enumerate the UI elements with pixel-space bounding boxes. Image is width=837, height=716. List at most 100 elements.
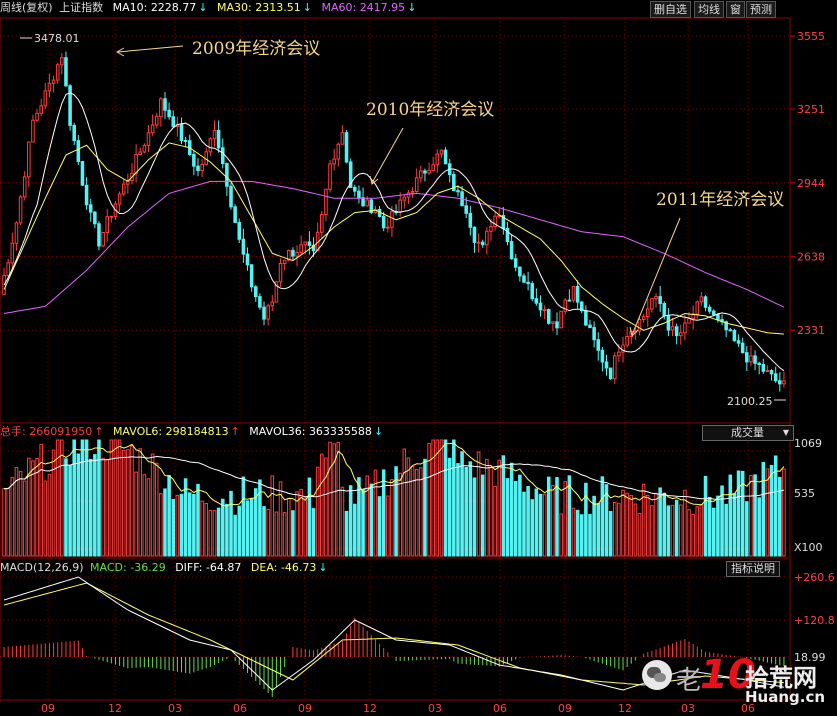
candle-body bbox=[489, 225, 493, 232]
volume-bar bbox=[220, 498, 225, 557]
volume-bar bbox=[617, 503, 621, 557]
volume-bar bbox=[43, 480, 48, 557]
volume-bar bbox=[476, 451, 481, 557]
volume-bar bbox=[365, 475, 369, 557]
candle-body bbox=[513, 258, 518, 268]
candle-body bbox=[270, 301, 275, 307]
candle-body bbox=[229, 185, 233, 208]
volume-bar bbox=[435, 439, 440, 557]
macd-reading: MACD: -36.29 bbox=[90, 561, 166, 574]
volume-bar bbox=[592, 495, 596, 557]
candle-body bbox=[192, 153, 196, 167]
volume-bar bbox=[117, 439, 122, 557]
volume-bar bbox=[567, 475, 572, 557]
candle-body bbox=[64, 57, 68, 87]
macd-tick-label: 18.99 bbox=[794, 651, 826, 664]
volume-bar bbox=[14, 467, 19, 557]
ma-settings-button[interactable]: 均线 bbox=[694, 1, 724, 18]
volume-bar bbox=[76, 453, 81, 557]
candle-body bbox=[757, 362, 761, 366]
volume-bar bbox=[175, 494, 180, 557]
candle-body bbox=[707, 306, 712, 312]
volume-bar bbox=[670, 504, 675, 557]
candle-body bbox=[39, 105, 43, 114]
candle-body bbox=[105, 216, 110, 233]
volume-bar bbox=[216, 507, 221, 557]
volume-bar bbox=[678, 504, 683, 557]
forecast-button[interactable]: 预测 bbox=[746, 1, 776, 18]
candle-body bbox=[220, 147, 225, 165]
wechat-icon bbox=[642, 660, 672, 690]
candle-body bbox=[138, 151, 143, 156]
candle-body bbox=[146, 132, 151, 147]
watermark-brand: 拾荒网 bbox=[745, 664, 817, 692]
volume-bar bbox=[113, 439, 118, 557]
volume-bar bbox=[773, 455, 778, 557]
candle-body bbox=[703, 296, 708, 308]
candle-body bbox=[769, 370, 774, 375]
volume-bar bbox=[146, 478, 151, 557]
volume-bar bbox=[31, 460, 35, 557]
indicator-help-button[interactable]: 指标说明 bbox=[726, 561, 780, 577]
candle-body bbox=[695, 301, 700, 315]
remove-favorite-button[interactable]: 删自选 bbox=[650, 1, 691, 18]
candle-body bbox=[740, 342, 745, 354]
indicator-dropdown[interactable]: 成交量 ▼ bbox=[702, 425, 794, 441]
volume-bar bbox=[187, 492, 192, 557]
volume-bar bbox=[35, 458, 39, 557]
candle-body bbox=[291, 250, 295, 257]
candle-body bbox=[559, 310, 563, 329]
volume-bar bbox=[542, 493, 547, 557]
candle-body bbox=[35, 112, 39, 121]
volume-bar bbox=[493, 485, 497, 557]
candle-body bbox=[31, 119, 35, 143]
volume-bar bbox=[505, 478, 510, 557]
volume-bar bbox=[625, 492, 629, 557]
candle-body bbox=[612, 355, 617, 380]
window-button[interactable]: 窗 bbox=[726, 1, 745, 18]
volume-bar bbox=[320, 453, 324, 557]
volume-bar bbox=[699, 503, 704, 557]
volume-bar bbox=[249, 498, 254, 557]
volume-bar bbox=[126, 449, 130, 557]
candle-body bbox=[183, 139, 188, 142]
volume-bar bbox=[55, 439, 60, 557]
volume-bar bbox=[472, 477, 477, 557]
volume-bar bbox=[489, 466, 493, 557]
volume-bar bbox=[97, 439, 101, 557]
volume-bar bbox=[509, 462, 514, 557]
volume-bar bbox=[518, 474, 522, 557]
candle-body bbox=[80, 160, 85, 186]
macd-tick-label: +260.6 bbox=[794, 571, 835, 584]
candle-body bbox=[782, 380, 786, 385]
candle-body bbox=[10, 242, 15, 264]
mavol6-reading: MAVOL6: 298184813 ↑ bbox=[112, 425, 240, 438]
candle-body bbox=[390, 211, 394, 228]
volume-bar bbox=[439, 439, 444, 557]
candle-body bbox=[765, 370, 770, 373]
volume-bar bbox=[749, 474, 753, 557]
candle-body bbox=[216, 129, 221, 149]
candle-body bbox=[245, 253, 250, 266]
candle-body bbox=[282, 259, 287, 264]
annotation-2010-text: 2010年经济会议 bbox=[366, 100, 494, 120]
candle-body bbox=[348, 161, 353, 188]
annotation-2009-text: 2009年经济会议 bbox=[192, 39, 320, 59]
candle-body bbox=[126, 179, 130, 185]
volume-bar bbox=[245, 500, 250, 557]
volume-bar bbox=[282, 512, 287, 557]
candle-body bbox=[493, 215, 497, 227]
volume-bar bbox=[658, 487, 662, 557]
price-tick-label: 2944 bbox=[797, 177, 825, 190]
candle-body bbox=[712, 310, 716, 316]
candle-body bbox=[266, 305, 270, 320]
volume-bar bbox=[468, 461, 473, 557]
volume-bar bbox=[753, 474, 757, 557]
volume-bar bbox=[431, 439, 435, 557]
volume-bar bbox=[584, 482, 588, 557]
volume-bar bbox=[10, 476, 15, 557]
volume-bar bbox=[534, 488, 539, 557]
candle-body bbox=[142, 145, 147, 153]
candle-body bbox=[97, 223, 101, 247]
